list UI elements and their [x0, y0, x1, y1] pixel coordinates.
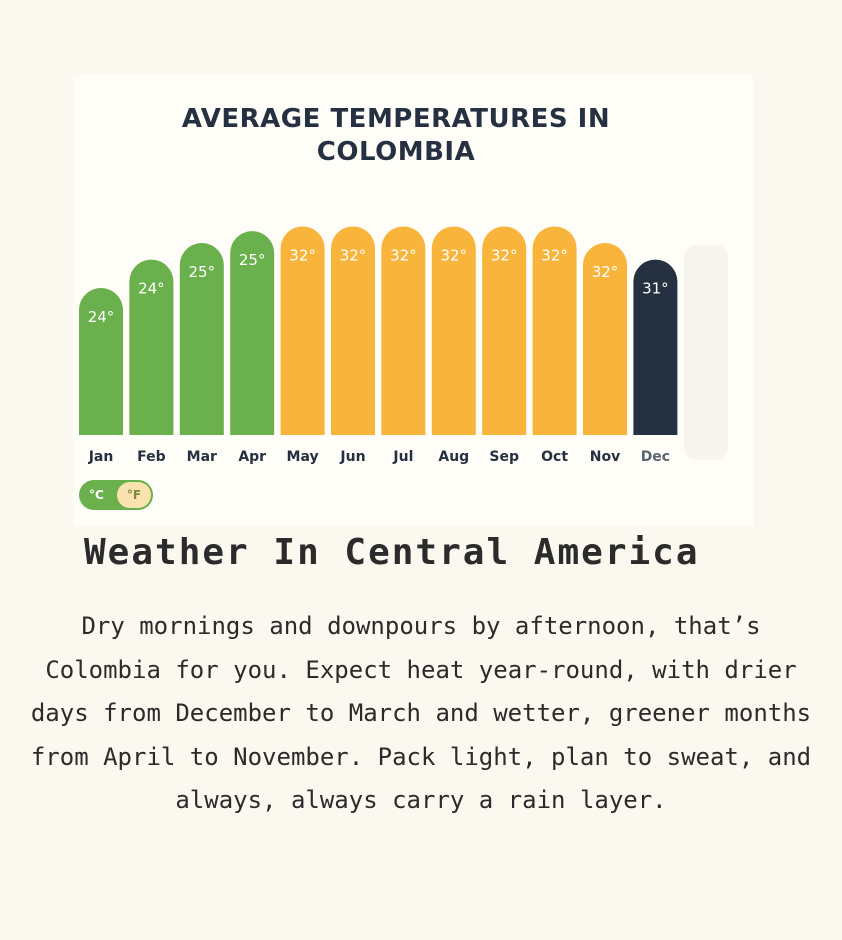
bar-aug[interactable] [431, 226, 476, 435]
bar-feb[interactable] [129, 259, 174, 435]
x-tick-label: Mar [187, 449, 217, 465]
bar-value-label: 32° [541, 246, 568, 264]
section-heading: Weather In Central America [84, 532, 700, 573]
bar-mar[interactable] [179, 243, 224, 435]
x-tick-label: Sep [489, 449, 519, 465]
bar-value-label: 31° [642, 280, 669, 298]
empty-bar-slot [683, 245, 728, 460]
bar-jan[interactable] [79, 288, 123, 435]
x-tick-label: Apr [238, 449, 266, 465]
temperature-bar-chart: 24° Jan 24° Feb 25° Mar 25° Apr 32° May 32° Jun 32° J… [79, 226, 728, 465]
bar-dec[interactable] [633, 259, 678, 435]
bar-value-label: 24° [138, 280, 165, 298]
x-tick-label: Jun [339, 449, 365, 465]
x-tick-label: Dec [641, 449, 670, 465]
bar-nov[interactable] [583, 243, 627, 435]
section-description: Dry mornings and downpours by afternoon,… [30, 612, 812, 814]
x-tick-label: Jan [88, 449, 114, 465]
x-tick-label: Aug [438, 449, 469, 465]
bar-oct[interactable] [532, 226, 577, 435]
bar-jul[interactable] [381, 226, 426, 435]
fahrenheit-option[interactable]: °F [117, 482, 151, 508]
unit-toggle[interactable]: °C °F [79, 480, 153, 510]
bar-value-label: 32° [289, 246, 316, 264]
bar-value-label: 32° [592, 263, 619, 281]
bar-value-label: 24° [88, 308, 115, 326]
x-tick-label: Nov [590, 449, 620, 465]
bar-value-label: 25° [189, 263, 216, 281]
bar-sep[interactable] [482, 226, 527, 435]
bar-value-label: 32° [441, 246, 468, 264]
bar-value-label: 25° [239, 251, 266, 269]
bar-value-label: 32° [340, 246, 367, 264]
chart-title: AVERAGE TEMPERATURES IN COLOMBIA [73, 103, 719, 169]
celsius-option[interactable]: °C [89, 488, 104, 502]
bar-jun[interactable] [331, 226, 375, 435]
temperature-chart-card: AVERAGE TEMPERATURES IN COLOMBIA 24° Jan 2… [73, 75, 753, 527]
bar-value-label: 32° [390, 246, 417, 264]
x-tick-label: Feb [137, 449, 166, 465]
bar-value-label: 32° [491, 246, 518, 264]
x-tick-label: Oct [541, 449, 568, 465]
chart-title-line-1: AVERAGE TEMPERATURES IN [181, 104, 611, 134]
x-tick-label: Jul [392, 449, 413, 465]
bar-may[interactable] [280, 226, 325, 435]
x-tick-label: May [287, 449, 319, 465]
bar-apr[interactable] [230, 231, 275, 435]
chart-title-line-2: COLOMBIA [316, 137, 476, 167]
